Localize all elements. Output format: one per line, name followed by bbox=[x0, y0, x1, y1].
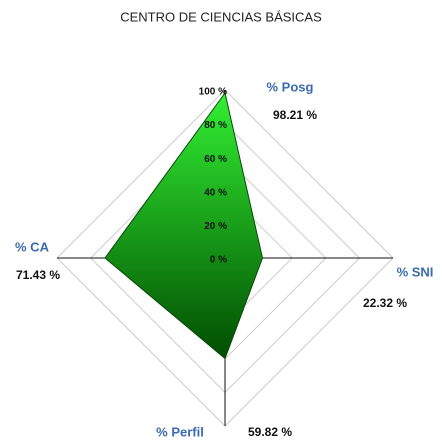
r-tick-label: 40 % bbox=[204, 187, 227, 198]
r-tick-label: 60 % bbox=[204, 154, 227, 165]
r-tick-label: 80 % bbox=[204, 120, 227, 131]
category-label: % Posg bbox=[267, 79, 314, 94]
r-tick-label: 100 % bbox=[199, 87, 227, 98]
chart-title: CENTRO DE CIENCIAS BÁSICAS bbox=[120, 9, 322, 24]
r-tick-label: 20 % bbox=[204, 221, 227, 232]
radar-area bbox=[104, 91, 264, 360]
value-label: 22.32 % bbox=[363, 296, 407, 310]
category-label: % Perfil bbox=[156, 424, 204, 439]
value-label: 59.82 % bbox=[248, 425, 292, 439]
value-label: 98.21 % bbox=[273, 108, 317, 122]
category-label: % SNI bbox=[397, 264, 434, 279]
category-label: % CA bbox=[15, 239, 50, 254]
r-tick-label: 0 % bbox=[210, 255, 227, 266]
value-label: 71.43 % bbox=[16, 268, 60, 282]
